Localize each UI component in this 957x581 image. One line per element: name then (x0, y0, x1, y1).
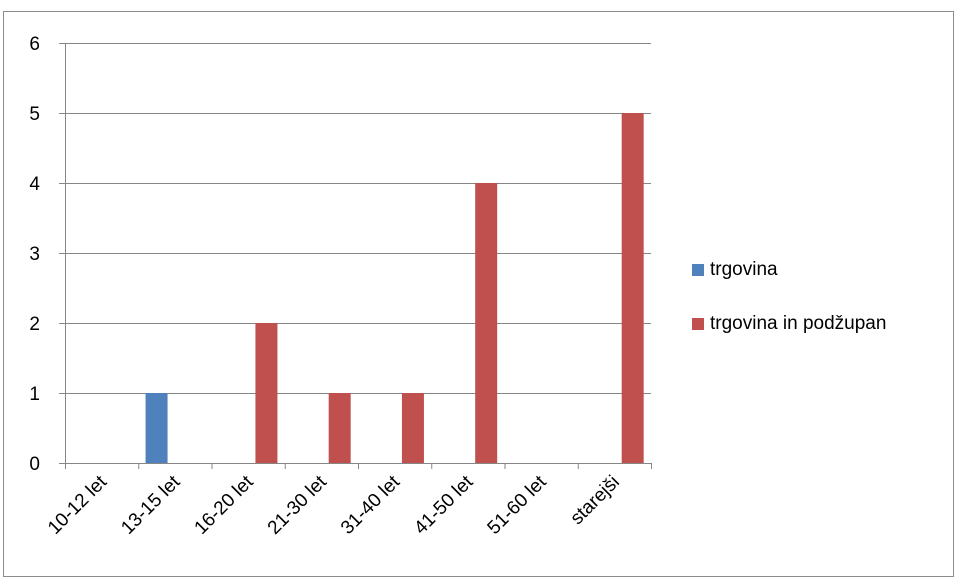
x-tick-label-13-15-let: 13-15 let (117, 471, 185, 539)
x-tick-label-51-60-let: 51-60 let (484, 471, 552, 539)
bars (145, 113, 644, 463)
y-tick-label-4: 4 (29, 174, 40, 195)
bar-trgovina-in-podzupan-31-40-let (401, 393, 424, 463)
y-tick-label-5: 5 (29, 104, 40, 125)
y-tick-labels: 0 1 2 3 4 5 6 (29, 34, 40, 475)
axes (59, 43, 652, 469)
y-tick-label-3: 3 (29, 244, 40, 265)
x-tick-label-31-40-let: 31-40 let (337, 471, 405, 539)
x-tick-label-21-30-let: 21-30 let (264, 471, 332, 539)
legend-item-trgovina: trgovina (692, 258, 886, 282)
x-tick-label-10-12-let: 10-12 let (44, 471, 112, 539)
x-tick-label-41-50-let: 41-50 let (410, 471, 478, 539)
bar-trgovina-in-podzupan-starejsi (621, 113, 644, 463)
bar-trgovina-in-podzupan-21-30-let (328, 393, 351, 463)
y-tick-label-6: 6 (29, 34, 40, 55)
x-tick-labels: 10-12 let 13-15 let 16-20 let 21-30 let 31-4… (44, 471, 624, 539)
y-tick-label-2: 2 (29, 314, 40, 335)
legend-swatch-trgovina-in-podzupan (692, 318, 704, 330)
bar-trgovina-in-podzupan-41-50-let (475, 183, 498, 463)
legend-label-trgovina: trgovina (710, 259, 778, 280)
x-tick-label-starejsi: starejši (567, 472, 624, 529)
gridlines (65, 43, 651, 394)
legend-swatch-trgovina (692, 264, 704, 276)
y-tick-label-0: 0 (29, 454, 40, 475)
legend-item-trgovina-in-podzupan: trgovina in podžupan (692, 312, 886, 336)
bar-trgovina-in-podzupan-16-20-let (255, 323, 278, 463)
legend-label-trgovina-in-podzupan: trgovina in podžupan (710, 313, 887, 334)
y-tick-label-1: 1 (29, 384, 40, 405)
legend: trgovina trgovina in podžupan (692, 258, 886, 366)
x-tick-label-16-20-let: 16-20 let (191, 471, 259, 539)
bar-trgovina-13-15-let (145, 393, 168, 463)
